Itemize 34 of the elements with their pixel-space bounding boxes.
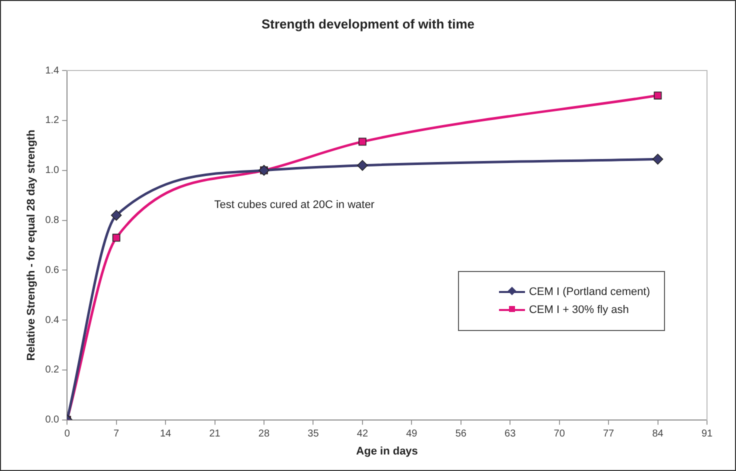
point — [110, 210, 122, 221]
x-tick-label: 77 — [602, 428, 615, 440]
point — [358, 138, 366, 146]
legend-label: CEM I (Portland cement) — [528, 286, 650, 298]
legend-label: CEM I + 30% fly ash — [528, 304, 629, 316]
y-tick-label: 0.2 — [45, 364, 60, 376]
x-tick-label: 91 — [701, 428, 713, 440]
x-tick-label: 63 — [504, 428, 516, 440]
x-tick-label: 28 — [258, 428, 270, 440]
x-tick-label: 0 — [64, 428, 70, 440]
y-axis-title: Relative Strength - for equal 28 day strength — [26, 129, 38, 361]
point — [652, 154, 664, 165]
x-tick-label: 70 — [554, 428, 566, 440]
x-tick-label: 7 — [114, 428, 120, 440]
y-tick-label: 1.4 — [45, 65, 60, 76]
x-tick-label: 56 — [455, 428, 467, 440]
x-tick-label: 21 — [209, 428, 221, 440]
y-tick-label: 0.6 — [45, 264, 60, 276]
x-tick-label: 49 — [406, 428, 418, 440]
annotation: Test cubes cured at 20C in water — [214, 199, 375, 212]
y-tick-label: 1.0 — [45, 165, 60, 176]
point — [112, 234, 120, 242]
y-tick-label: 1.2 — [45, 115, 60, 126]
point — [357, 160, 368, 171]
y-tick-label: 0.8 — [45, 215, 60, 226]
chart-title: Strength development of with time — [261, 16, 475, 32]
x-tick-label: 84 — [652, 428, 664, 440]
y-tick-label: 0.0 — [45, 414, 60, 426]
x-tick-label: 14 — [160, 428, 172, 440]
x-tick-label: 42 — [356, 428, 368, 440]
x-tick-label: 35 — [308, 428, 320, 440]
x-axis-title: Age in days — [356, 445, 418, 458]
point — [654, 92, 662, 100]
y-tick-label: 0.4 — [45, 314, 60, 326]
